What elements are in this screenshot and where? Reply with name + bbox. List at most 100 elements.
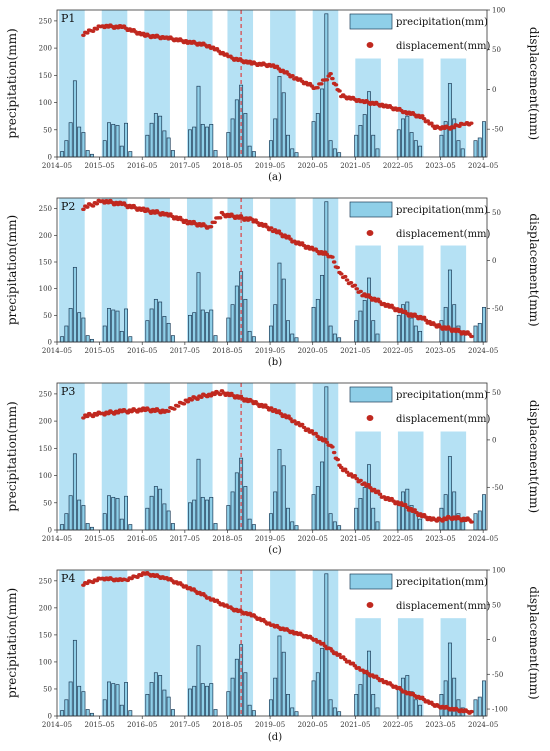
precipitation-bar [119, 518, 124, 531]
x-tick-label: 2019–05 [255, 347, 285, 355]
precipitation-bar [111, 309, 116, 343]
displacement-point [301, 425, 307, 430]
precipitation-bar [153, 113, 158, 158]
displacement-point [309, 429, 315, 433]
legend-displacement-swatch [366, 415, 374, 421]
precipitation-bar [294, 337, 299, 343]
x-tick-label: 2017–05 [170, 535, 200, 543]
precipitation-bar [226, 691, 231, 717]
y-left-tick-label: 100 [39, 285, 52, 293]
precipitation-bar [328, 699, 333, 717]
y-left-tick-label: 150 [39, 445, 52, 453]
precipitation-bar [188, 129, 192, 158]
precipitation-bar [111, 496, 116, 531]
x-tick-label: 2022–05 [383, 347, 413, 355]
precipitation-bar [209, 496, 214, 531]
precipitation-bar [452, 304, 457, 343]
y-left-title: precipitation(mm) [5, 28, 19, 138]
displacement-point [419, 114, 425, 118]
displacement-point [348, 472, 354, 476]
precipitation-bar [473, 699, 478, 717]
displacement-point [135, 575, 140, 579]
displacement-point [81, 416, 86, 420]
displacement-point [331, 450, 337, 455]
displacement-point [395, 307, 400, 311]
precipitation-bar [358, 684, 363, 717]
legend-precip-swatch [349, 201, 393, 218]
displacement-point [337, 89, 342, 93]
displacement-point [290, 74, 295, 78]
displacement-point [255, 220, 260, 225]
precipitation-bar [332, 333, 337, 343]
precipitation-bar [230, 491, 235, 531]
displacement-point [212, 392, 217, 397]
displacement-point [166, 409, 171, 413]
precipitation-bar [205, 126, 209, 158]
precipitation-bar [443, 306, 448, 343]
precipitation-bar [68, 681, 73, 717]
x-tick-label: 2021–05 [340, 347, 370, 355]
displacement-point [247, 611, 253, 616]
precipitation-bar [200, 683, 205, 717]
displacement-point [381, 301, 387, 306]
y-right-tick-label: -50 [492, 671, 503, 679]
displacement-point [183, 584, 189, 588]
displacement-point [264, 225, 270, 229]
x-tick-label: 2020–05 [298, 162, 328, 170]
panel-caption: (d) [268, 732, 282, 743]
displacement-point [125, 578, 131, 583]
y-right-tick-label: 100 [492, 7, 505, 15]
precipitation-bar [128, 151, 133, 158]
displacement-point [354, 477, 360, 481]
plot-frame [56, 197, 488, 343]
precipitation-bar [273, 677, 278, 717]
displacement-point [185, 400, 191, 404]
displacement-point [139, 573, 144, 578]
precipitation-bar [234, 99, 239, 158]
precipitation-bar [401, 491, 405, 531]
x-tick-label: 2015–05 [84, 162, 114, 170]
displacement-point [189, 398, 195, 402]
precipitation-bar [145, 320, 150, 343]
displacement-point [342, 467, 348, 471]
precipitation-bar [226, 505, 231, 531]
precipitation-bar [247, 330, 252, 343]
y-right-tick-label: -50 [492, 126, 503, 134]
x-tick-label: 2017–05 [170, 721, 200, 729]
precipitation-bar [396, 314, 401, 343]
displacement-point [362, 481, 367, 485]
precipitation-bar [192, 126, 197, 158]
legend-precip-label: precipitation(mm) [396, 205, 488, 216]
precipitation-bar [124, 122, 128, 158]
x-tick-label: 2014–05 [42, 721, 72, 729]
y-left-tick-label: 100 [39, 472, 52, 480]
precipitation-bar [294, 711, 299, 717]
precipitation-bar [124, 308, 128, 343]
legend-displacement-label: displacement(mm) [396, 229, 491, 240]
displacement-point [395, 500, 400, 504]
precipitation-bar [119, 330, 124, 343]
displacement-point [391, 306, 396, 310]
legend-precip-swatch [349, 573, 393, 590]
displacement-point [469, 334, 474, 339]
precipitation-bar [200, 123, 205, 158]
precipitation-bar [332, 148, 337, 158]
precipitation-bar [286, 694, 290, 717]
y-right-title: displacement(mm) [527, 400, 541, 513]
displacement-point [247, 59, 253, 64]
displacement-point [391, 499, 396, 503]
displacement-point [352, 664, 358, 668]
y-right-tick-label: 50 [492, 46, 501, 54]
precipitation-bar [188, 314, 192, 343]
precipitation-bar [401, 118, 405, 158]
displacement-point [313, 637, 318, 642]
precipitation-bar [149, 682, 154, 717]
precipitation-bar [111, 683, 116, 717]
displacement-point [368, 486, 373, 490]
displacement-point [94, 202, 100, 206]
precipitation-bar [396, 129, 401, 158]
displacement-point [286, 234, 291, 239]
displacement-point [344, 470, 350, 474]
displacement-point [288, 237, 293, 241]
displacement-point [84, 205, 90, 209]
